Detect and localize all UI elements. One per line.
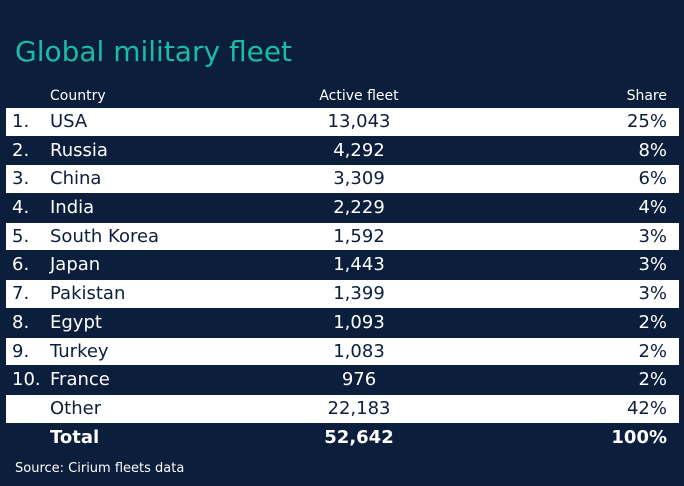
header-share: Share	[626, 88, 667, 104]
row-country: India	[50, 197, 95, 219]
row-share: 4%	[638, 197, 667, 219]
source-note: Source: Cirium fleets data	[15, 461, 185, 476]
row-fleet: 1,592	[333, 225, 385, 247]
header-country: Country	[50, 88, 106, 104]
table-row: 7. Pakistan 1,399 3%	[6, 280, 679, 309]
fleet-table: 1. USA 13,043 25% 2. Russia 4,292 8% 3. …	[6, 108, 679, 453]
row-rank: 1.	[12, 111, 30, 132]
row-country: Egypt	[50, 311, 102, 333]
table-row: 8. Egypt 1,093 2%	[6, 308, 679, 338]
row-fleet: 1,443	[333, 254, 385, 276]
row-rank: 4.	[12, 197, 30, 219]
row-fleet: 2,229	[333, 197, 385, 219]
row-country: Other	[50, 397, 102, 419]
row-fleet: 976	[341, 369, 377, 391]
row-fleet: 1,083	[333, 340, 385, 362]
row-rank: 2.	[12, 139, 30, 161]
row-share: 2%	[638, 340, 667, 362]
table-row: 1. USA 13,043 25%	[6, 108, 679, 137]
table-row: 6. Japan 1,443 3%	[6, 251, 679, 281]
row-fleet: 4,292	[333, 139, 385, 161]
table-row: 2. Russia 4,292 8%	[6, 136, 679, 166]
row-fleet: 1,399	[333, 283, 385, 305]
table-row-total: Total 52,642 100%	[6, 423, 679, 453]
row-rank: 9.	[12, 340, 30, 362]
row-share: 2%	[638, 369, 667, 391]
table-row: 9. Turkey 1,083 2%	[6, 337, 679, 367]
table-row: 3. China 3,309 6%	[6, 165, 679, 195]
header-active-fleet: Active fleet	[319, 88, 399, 104]
table-row: 10. France 976 2%	[6, 366, 679, 395]
row-country: Japan	[50, 254, 101, 276]
row-country: Pakistan	[50, 283, 126, 305]
row-share: 8%	[638, 139, 667, 161]
row-share: 3%	[638, 283, 667, 305]
row-rank: 5.	[12, 225, 30, 247]
row-share: 6%	[638, 168, 667, 190]
row-country: Turkey	[50, 340, 109, 362]
row-share: 25%	[626, 111, 667, 132]
row-fleet: 3,309	[333, 168, 385, 190]
row-share: 42%	[626, 397, 667, 419]
row-fleet: 52,642	[324, 426, 394, 448]
page-title: Global military fleet	[15, 35, 293, 68]
row-country: USA	[50, 111, 88, 132]
row-share: 2%	[638, 311, 667, 333]
row-rank: 7.	[12, 283, 30, 305]
row-rank: 3.	[12, 168, 30, 190]
row-share: 100%	[611, 426, 667, 448]
table-row-other: Other 22,183 42%	[6, 394, 679, 424]
row-share: 3%	[638, 254, 667, 276]
row-country: Russia	[50, 139, 108, 161]
row-fleet: 1,093	[333, 311, 385, 333]
table-header: Country Active fleet Share	[6, 86, 679, 106]
table-row: 4. India 2,229 4%	[6, 194, 679, 223]
row-fleet: 13,043	[327, 111, 391, 132]
row-country: South Korea	[50, 225, 160, 247]
row-country: China	[50, 168, 102, 190]
row-rank: 10.	[12, 369, 41, 391]
row-country: Total	[50, 426, 100, 448]
table-row: 5. South Korea 1,592 3%	[6, 222, 679, 252]
row-fleet: 22,183	[327, 397, 391, 419]
row-rank: 6.	[12, 254, 30, 276]
row-country: France	[50, 369, 110, 391]
row-share: 3%	[638, 225, 667, 247]
row-rank: 8.	[12, 311, 30, 333]
